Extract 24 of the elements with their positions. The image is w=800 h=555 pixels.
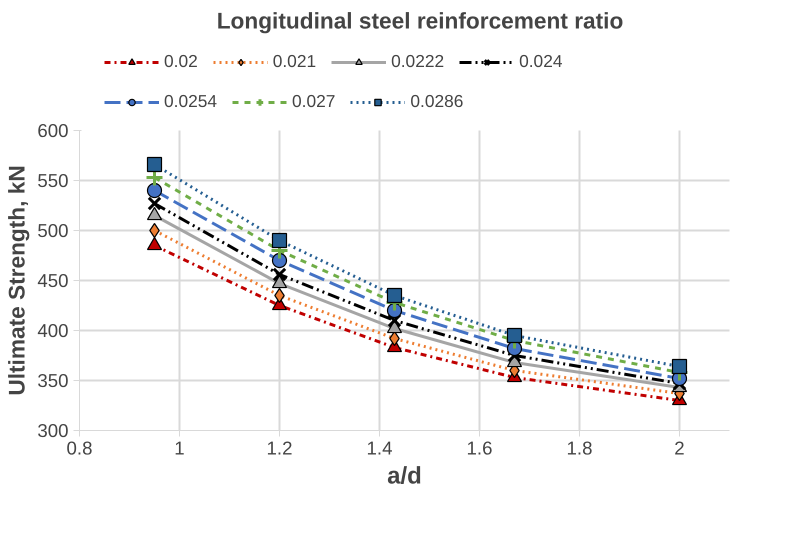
x-tick-label: 2 (674, 438, 685, 458)
legend-label: 0.024 (519, 51, 562, 72)
x-tick-label: 1.6 (466, 438, 492, 458)
y-tick-label: 500 (37, 220, 69, 241)
x-tick-label: 1.2 (266, 438, 292, 458)
y-axis-title: Ultimate Strength, kN (3, 165, 30, 396)
chart-title: Longitudinal steel reinforcement ratio (216, 8, 624, 34)
x-tick-label: 0.8 (66, 438, 92, 458)
legend-label: 0.0222 (391, 51, 444, 72)
x-tick-label: 1 (174, 438, 185, 458)
legend-label: 0.02 (164, 51, 198, 72)
x-axis-title: a/d (387, 462, 422, 490)
y-tick-label: 400 (37, 320, 69, 341)
legend-label: 0.021 (272, 51, 316, 72)
legend-label: 0.027 (292, 91, 336, 112)
y-tick-label: 300 (37, 420, 69, 441)
legend-label: 0.0254 (164, 91, 217, 112)
x-tick-label: 1.8 (566, 438, 592, 458)
y-tick-label: 450 (37, 270, 69, 291)
y-tick-label: 550 (37, 170, 69, 191)
x-tick-label: 1.4 (366, 438, 392, 458)
legend-label: 0.0286 (410, 91, 464, 112)
y-tick-label: 600 (37, 120, 69, 141)
y-tick-label: 350 (37, 370, 69, 391)
